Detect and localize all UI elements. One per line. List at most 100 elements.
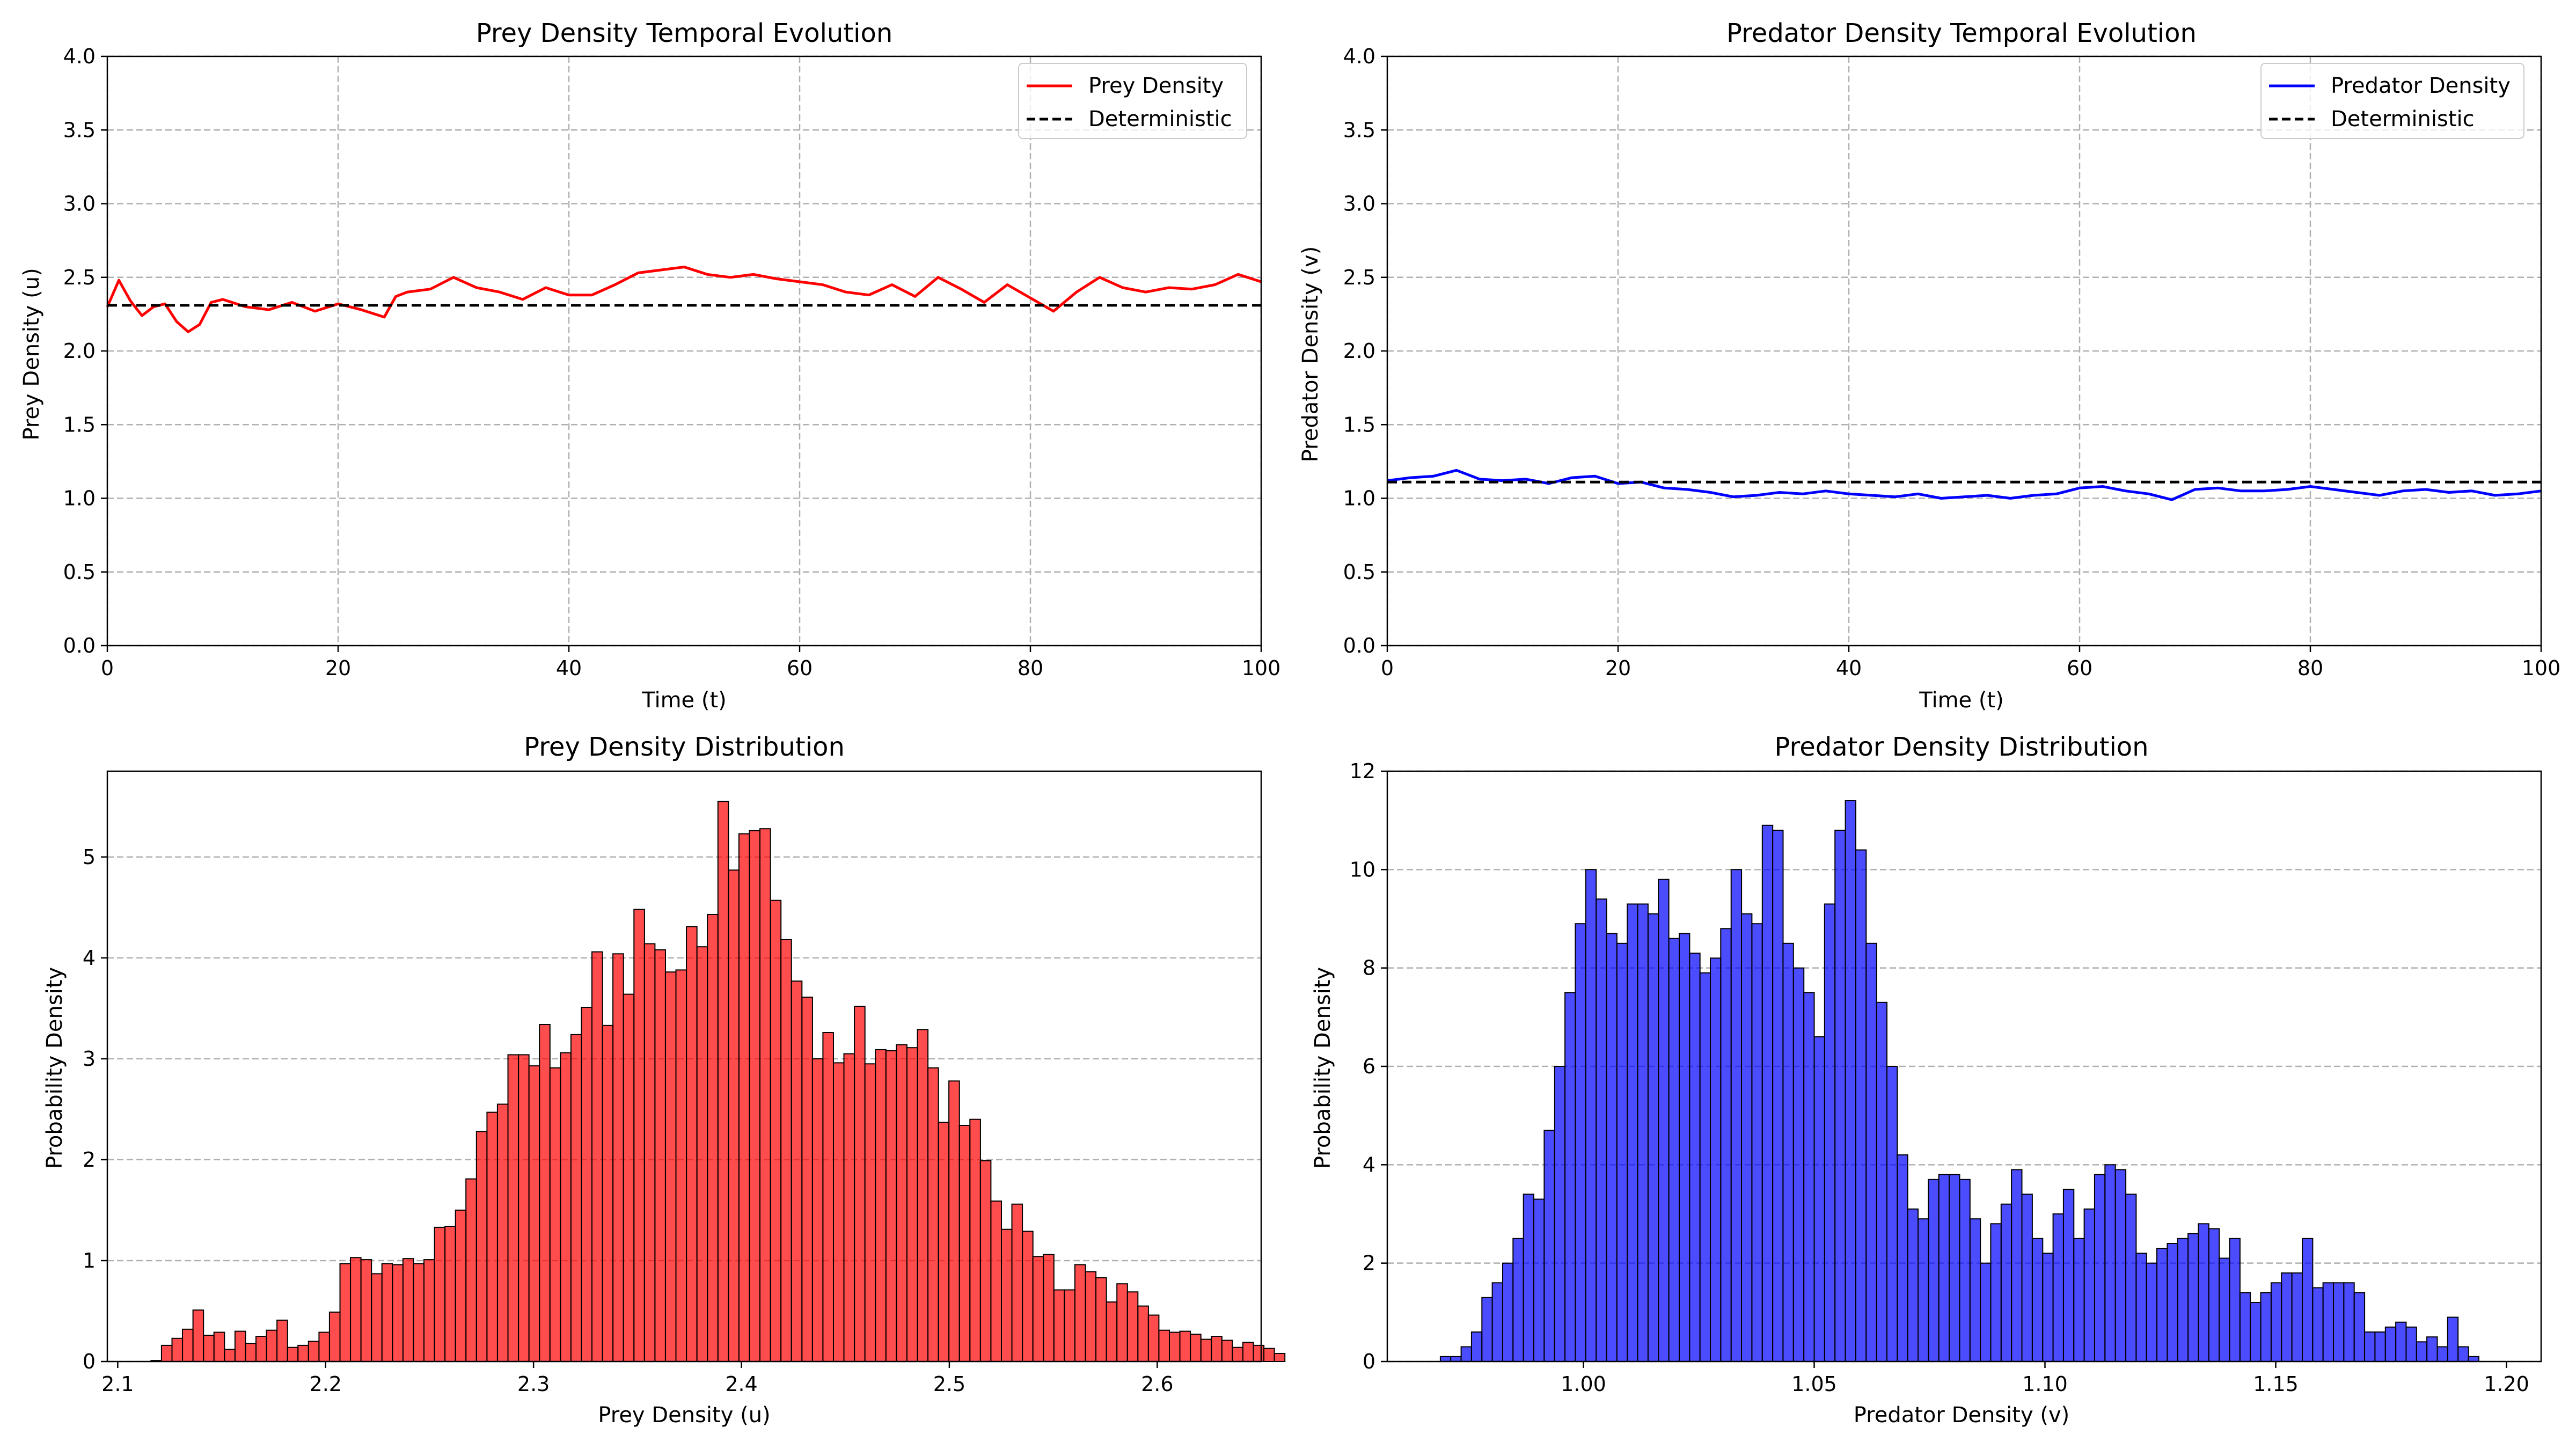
x-tick-label: 2.3 [517,1372,550,1396]
legend-label-deterministic: Deterministic [1088,107,1232,131]
histogram-bar [969,1118,981,1362]
x-tick-label: 1.05 [1791,1372,1837,1396]
y-axis-label: Prey Density (u) [19,268,44,440]
y-tick-label: 2.0 [1343,339,1375,363]
histogram-bar [2270,1282,2282,1363]
histogram-bar [1137,1305,1149,1363]
histogram-bar [2374,1331,2386,1362]
histogram-bar [1564,992,1576,1362]
histogram-bar [1855,849,1867,1362]
histogram-bar [1512,1238,1524,1363]
histogram-bar [906,1047,918,1362]
histogram-bar [1928,1179,1940,1363]
histogram-bar [1064,1289,1075,1362]
histogram-bar [927,1067,939,1363]
legend: Prey Density Deterministic [1018,63,1247,139]
y-tick-label: 12 [1350,759,1375,783]
x-tick-label: 20 [325,656,351,680]
histogram-bar [875,1049,887,1362]
histogram-bar [1575,923,1586,1362]
histogram-bar [1158,1329,1170,1362]
x-tick-label: 40 [556,656,582,680]
histogram-bar [2000,1203,2012,1362]
histogram-bar [276,1319,288,1362]
y-tick-label: 3.5 [63,118,96,142]
histogram-bar [2011,1169,2023,1362]
histogram-bar [1001,1228,1013,1362]
histogram-bar [434,1226,446,1362]
histogram-bar [2125,1194,2137,1363]
histogram-bar [1053,1289,1065,1362]
histogram-bar [811,1058,824,1362]
histogram-bar [2198,1223,2209,1363]
histogram-bar [539,1024,551,1362]
histogram-bar [1242,1342,1254,1363]
histogram-bar [2322,1282,2334,1363]
histogram-bar [717,801,729,1362]
x-tick-label: 1.00 [1561,1372,1606,1396]
histogram-bar [360,1259,372,1363]
histogram-bar [1179,1330,1191,1363]
histogram-bar [1647,913,1659,1363]
x-tick-label: 2.5 [933,1372,965,1396]
histogram-bar [350,1257,362,1363]
histogram-bar [2281,1272,2293,1362]
histogram-bar [2146,1262,2158,1362]
histogram-bar [2405,1326,2417,1363]
histogram-bar [1761,824,1774,1363]
histogram-bar [633,909,645,1362]
histogram-bar [675,969,687,1362]
histogram-bar [560,1052,572,1362]
x-tick-label: 0 [101,656,114,680]
histogram-bar [770,899,782,1362]
histogram-bar [1554,1066,1566,1362]
histogram-bar [549,1067,561,1363]
chart-title: Predator Density Distribution [1774,732,2148,762]
histogram-bar [287,1346,299,1362]
histogram-bar [266,1329,278,1362]
histogram-bar [1232,1346,1243,1362]
histogram-bar [2312,1287,2324,1362]
histogram-bar [1274,1353,1286,1362]
histogram-bar [1481,1297,1493,1363]
histogram-bar [1699,972,1711,1363]
histogram-bar [1751,923,1763,1362]
histogram-bar [2114,1169,2127,1362]
histogram-bar [2135,1253,2147,1363]
y-tick-label: 4 [83,946,96,970]
histogram-bar [1585,869,1597,1363]
histogram-bar [2250,1302,2262,1362]
histogram-bar [455,1209,467,1362]
plot-area: 0 20 40 60 80 100 0.0 0.5 1.0 1.5 2.0 2.5 3.0 3.5 4.0 [63,45,1281,680]
y-tick-label: 2.5 [63,266,96,289]
histogram-bar [528,1065,540,1362]
histogram-bar [518,1054,530,1362]
x-tick-label: 1.10 [2022,1372,2068,1396]
x-tick-label: 2.1 [101,1372,134,1396]
histogram-bar [948,1080,960,1363]
x-tick-label: 1.15 [2253,1372,2299,1396]
histogram-bar [1460,1346,1472,1362]
histogram-bar [2167,1243,2178,1362]
y-tick-label: 3 [83,1047,96,1071]
histogram-bar [1824,903,1836,1362]
histogram-bar [444,1226,456,1362]
histogram-bar [1221,1340,1233,1362]
histogram-bar [1689,953,1701,1362]
histogram-bar [1792,967,1805,1362]
legend-box [1018,63,1247,139]
chart-title: Prey Density Temporal Evolution [476,18,893,48]
histogram-bar [1543,1130,1555,1362]
legend-label-prey: Prey Density [1088,74,1224,98]
y-tick-label: 1.0 [63,487,96,510]
histogram-bar [2353,1292,2366,1362]
histogram-bar [791,980,803,1362]
histogram-bar [1720,928,1732,1363]
histogram-bar [643,943,656,1362]
histogram-bar [381,1263,393,1363]
histogram-bar [749,830,761,1362]
histogram-bar [1782,942,1794,1363]
histogram-bar [2457,1346,2469,1362]
legend-label-predator: Predator Density [2331,74,2511,98]
histogram-bar [1637,903,1649,1362]
